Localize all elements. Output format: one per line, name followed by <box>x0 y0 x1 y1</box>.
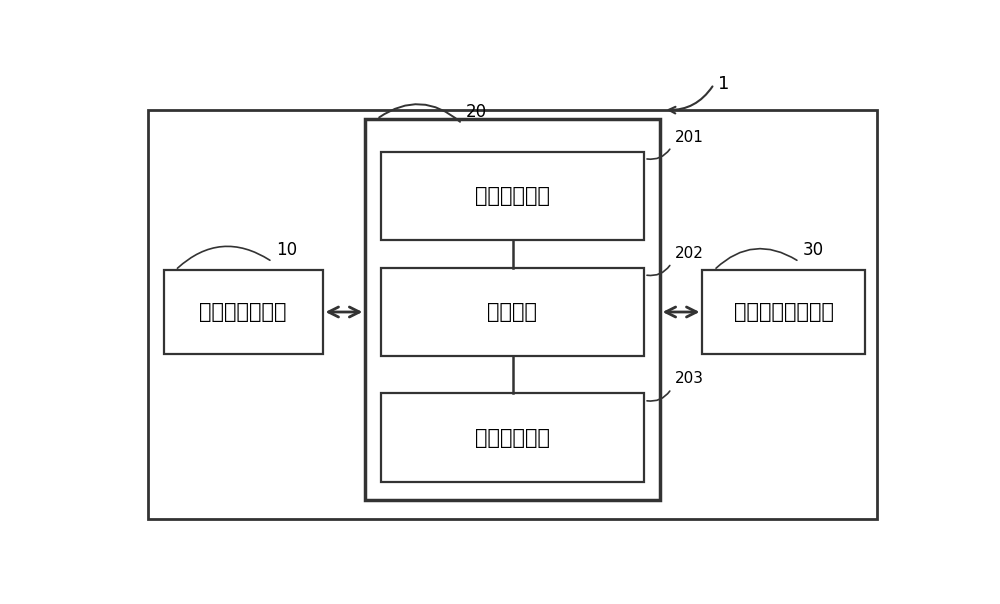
Text: 10: 10 <box>276 242 297 260</box>
Text: 温度检测电路: 温度检测电路 <box>475 185 550 206</box>
Text: 第一无线通信电路: 第一无线通信电路 <box>734 302 834 322</box>
Text: 203: 203 <box>675 371 704 387</box>
Bar <box>381 268 644 356</box>
Bar <box>381 393 644 482</box>
Text: 指令生成元件: 指令生成元件 <box>475 428 550 448</box>
Bar <box>164 270 323 354</box>
Text: 30: 30 <box>803 242 824 260</box>
Text: 1: 1 <box>718 76 729 94</box>
Bar <box>148 110 877 519</box>
Text: 202: 202 <box>675 246 704 261</box>
Bar <box>365 119 660 500</box>
Bar <box>702 270 865 354</box>
Bar <box>381 152 644 240</box>
Text: 201: 201 <box>675 130 704 144</box>
Text: 计算元件: 计算元件 <box>488 302 538 322</box>
Text: 20: 20 <box>466 103 487 121</box>
Text: 环境数据采集器: 环境数据采集器 <box>199 302 287 322</box>
